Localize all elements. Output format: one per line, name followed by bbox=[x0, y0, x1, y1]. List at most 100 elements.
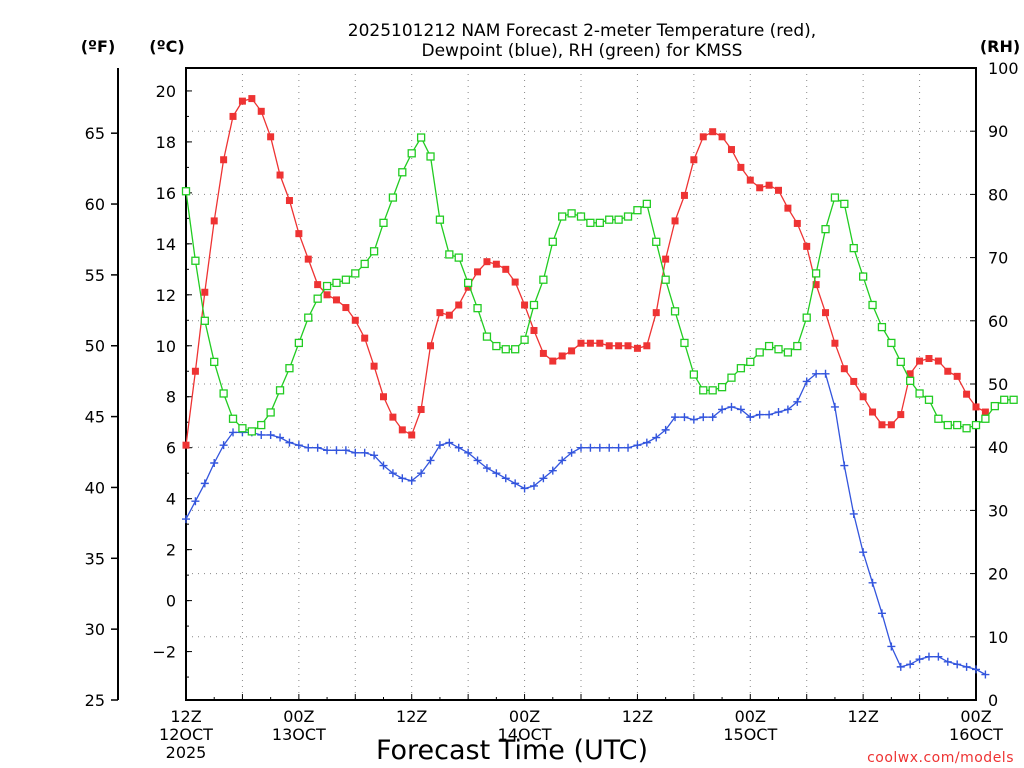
data-point bbox=[586, 218, 595, 227]
data-point bbox=[304, 255, 312, 263]
data-point bbox=[201, 288, 209, 296]
data-point bbox=[276, 171, 284, 179]
x-tick-label: 00Z bbox=[960, 707, 991, 726]
data-point bbox=[511, 479, 520, 488]
rh-tick-label: 40 bbox=[988, 438, 1008, 457]
data-point bbox=[633, 441, 642, 450]
data-point bbox=[474, 268, 482, 276]
data-point bbox=[605, 443, 614, 452]
data-point bbox=[680, 191, 688, 199]
grid-lines bbox=[186, 68, 976, 700]
data-point bbox=[210, 217, 218, 225]
data-point bbox=[228, 414, 238, 423]
data-point bbox=[360, 259, 369, 269]
data-point bbox=[783, 348, 793, 357]
data-point bbox=[511, 345, 520, 354]
fahrenheit-tick-label: 45 bbox=[85, 408, 105, 427]
data-point bbox=[849, 509, 858, 518]
data-point bbox=[595, 218, 604, 227]
data-point bbox=[539, 349, 547, 357]
data-point bbox=[219, 441, 228, 450]
data-point bbox=[294, 338, 304, 348]
x-tick-label: 14OCT bbox=[498, 725, 552, 744]
data-point bbox=[342, 304, 350, 312]
data-point bbox=[379, 218, 388, 227]
data-point bbox=[285, 438, 294, 447]
data-point bbox=[482, 464, 491, 473]
data-point bbox=[812, 369, 821, 378]
data-point bbox=[549, 357, 557, 365]
data-point bbox=[727, 146, 735, 154]
data-series bbox=[181, 95, 1018, 679]
data-point bbox=[934, 357, 942, 365]
data-point bbox=[953, 420, 962, 430]
data-point bbox=[746, 357, 755, 367]
data-point bbox=[220, 156, 228, 164]
data-point bbox=[267, 133, 275, 141]
celsius-tick-label: 8 bbox=[166, 388, 176, 407]
data-point bbox=[680, 413, 689, 422]
data-point bbox=[671, 413, 680, 422]
data-point bbox=[210, 459, 219, 467]
celsius-tick-label: 0 bbox=[166, 592, 176, 611]
data-point bbox=[605, 342, 613, 350]
data-point bbox=[266, 430, 275, 439]
data-point bbox=[314, 281, 322, 289]
data-point bbox=[775, 186, 782, 194]
data-point bbox=[408, 431, 416, 439]
data-point bbox=[1009, 395, 1018, 404]
data-point bbox=[652, 237, 661, 246]
celsius-tick-label: 2 bbox=[166, 541, 176, 560]
celsius-tick-label: 18 bbox=[156, 133, 176, 152]
celsius-tick-label: 20 bbox=[156, 82, 176, 101]
data-point bbox=[896, 357, 905, 367]
data-point bbox=[200, 479, 209, 488]
data-point bbox=[811, 269, 821, 278]
data-point bbox=[539, 474, 548, 483]
data-point bbox=[398, 426, 406, 434]
celsius-tick-label: −2 bbox=[152, 643, 176, 662]
data-point bbox=[868, 578, 877, 587]
data-point bbox=[370, 362, 378, 370]
data-point bbox=[906, 660, 915, 669]
data-point bbox=[906, 376, 915, 385]
data-point bbox=[737, 163, 745, 171]
data-point bbox=[435, 215, 445, 224]
data-point bbox=[473, 304, 482, 313]
data-point bbox=[417, 469, 426, 478]
data-point bbox=[934, 652, 943, 661]
data-point bbox=[859, 393, 867, 401]
rh-tick-label: 90 bbox=[988, 122, 1008, 141]
data-point bbox=[793, 341, 802, 351]
data-point bbox=[247, 427, 256, 436]
data-point bbox=[802, 313, 811, 322]
fahrenheit-tick-label: 40 bbox=[85, 478, 105, 497]
x-tick-label: 12Z bbox=[396, 707, 427, 726]
data-point bbox=[830, 402, 839, 411]
data-point bbox=[341, 275, 351, 284]
data-point bbox=[210, 357, 219, 367]
data-point bbox=[746, 413, 755, 422]
data-point bbox=[455, 301, 463, 309]
data-point bbox=[727, 373, 736, 382]
x-tick-label: 12Z bbox=[847, 707, 878, 726]
series-line-temperature bbox=[185, 97, 986, 446]
celsius-tick-label: 4 bbox=[166, 490, 176, 509]
plot-frame bbox=[185, 67, 977, 701]
series-line-dewpoint bbox=[185, 373, 986, 676]
data-point bbox=[454, 443, 463, 452]
data-point bbox=[445, 311, 453, 319]
data-point bbox=[878, 421, 886, 429]
data-point bbox=[906, 370, 914, 378]
series-rh bbox=[181, 133, 1018, 436]
data-point bbox=[755, 348, 764, 357]
data-point bbox=[492, 260, 500, 268]
data-point bbox=[840, 365, 848, 373]
data-point bbox=[755, 410, 764, 419]
data-point bbox=[558, 456, 567, 465]
data-point bbox=[925, 355, 933, 363]
data-point bbox=[200, 316, 209, 325]
data-point bbox=[577, 339, 585, 347]
data-point bbox=[266, 408, 275, 417]
data-point bbox=[662, 255, 670, 263]
